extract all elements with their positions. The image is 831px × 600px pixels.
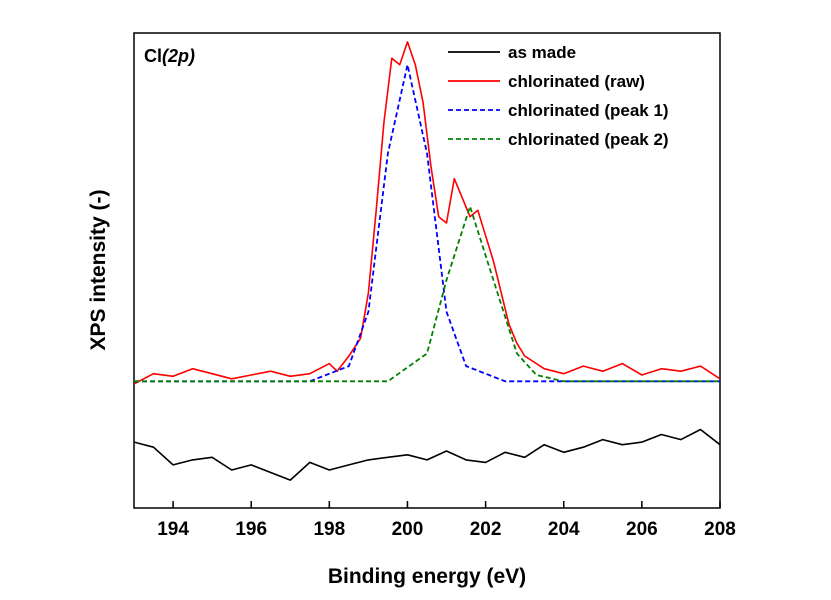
plot-frame	[133, 32, 721, 509]
series-line-1	[134, 41, 720, 385]
x-tick-label: 200	[392, 519, 424, 540]
x-tick-label: 196	[235, 519, 267, 540]
annotation-element: Cl	[144, 46, 162, 66]
annotation-label: Cl(2p)	[144, 46, 195, 66]
x-tick-label: 194	[157, 519, 189, 540]
x-axis-ticks: 194 196 198 200 202 204 206 208	[157, 501, 736, 540]
x-tick-label: 204	[548, 519, 580, 540]
x-tick-label: 208	[704, 519, 736, 540]
x-tick-label: 206	[626, 519, 658, 540]
series-line-3	[134, 205, 720, 383]
annotation-orbital: (2p)	[162, 46, 195, 66]
legend-label-0: as made	[508, 43, 576, 62]
series-line-0	[134, 428, 720, 481]
y-axis-title: XPS intensity (-)	[87, 189, 110, 350]
series-line-2	[134, 63, 720, 383]
x-axis-title: Binding energy (eV)	[328, 565, 526, 588]
x-tick-label: 202	[470, 519, 502, 540]
legend-label-2: chlorinated (peak 1)	[508, 101, 669, 120]
series-layer	[134, 41, 720, 481]
legend: as made chlorinated (raw) chlorinated (pea…	[448, 43, 669, 149]
legend-label-3: chlorinated (peak 2)	[508, 130, 669, 149]
legend-label-1: chlorinated (raw)	[508, 72, 645, 91]
x-tick-label: 198	[313, 519, 345, 540]
